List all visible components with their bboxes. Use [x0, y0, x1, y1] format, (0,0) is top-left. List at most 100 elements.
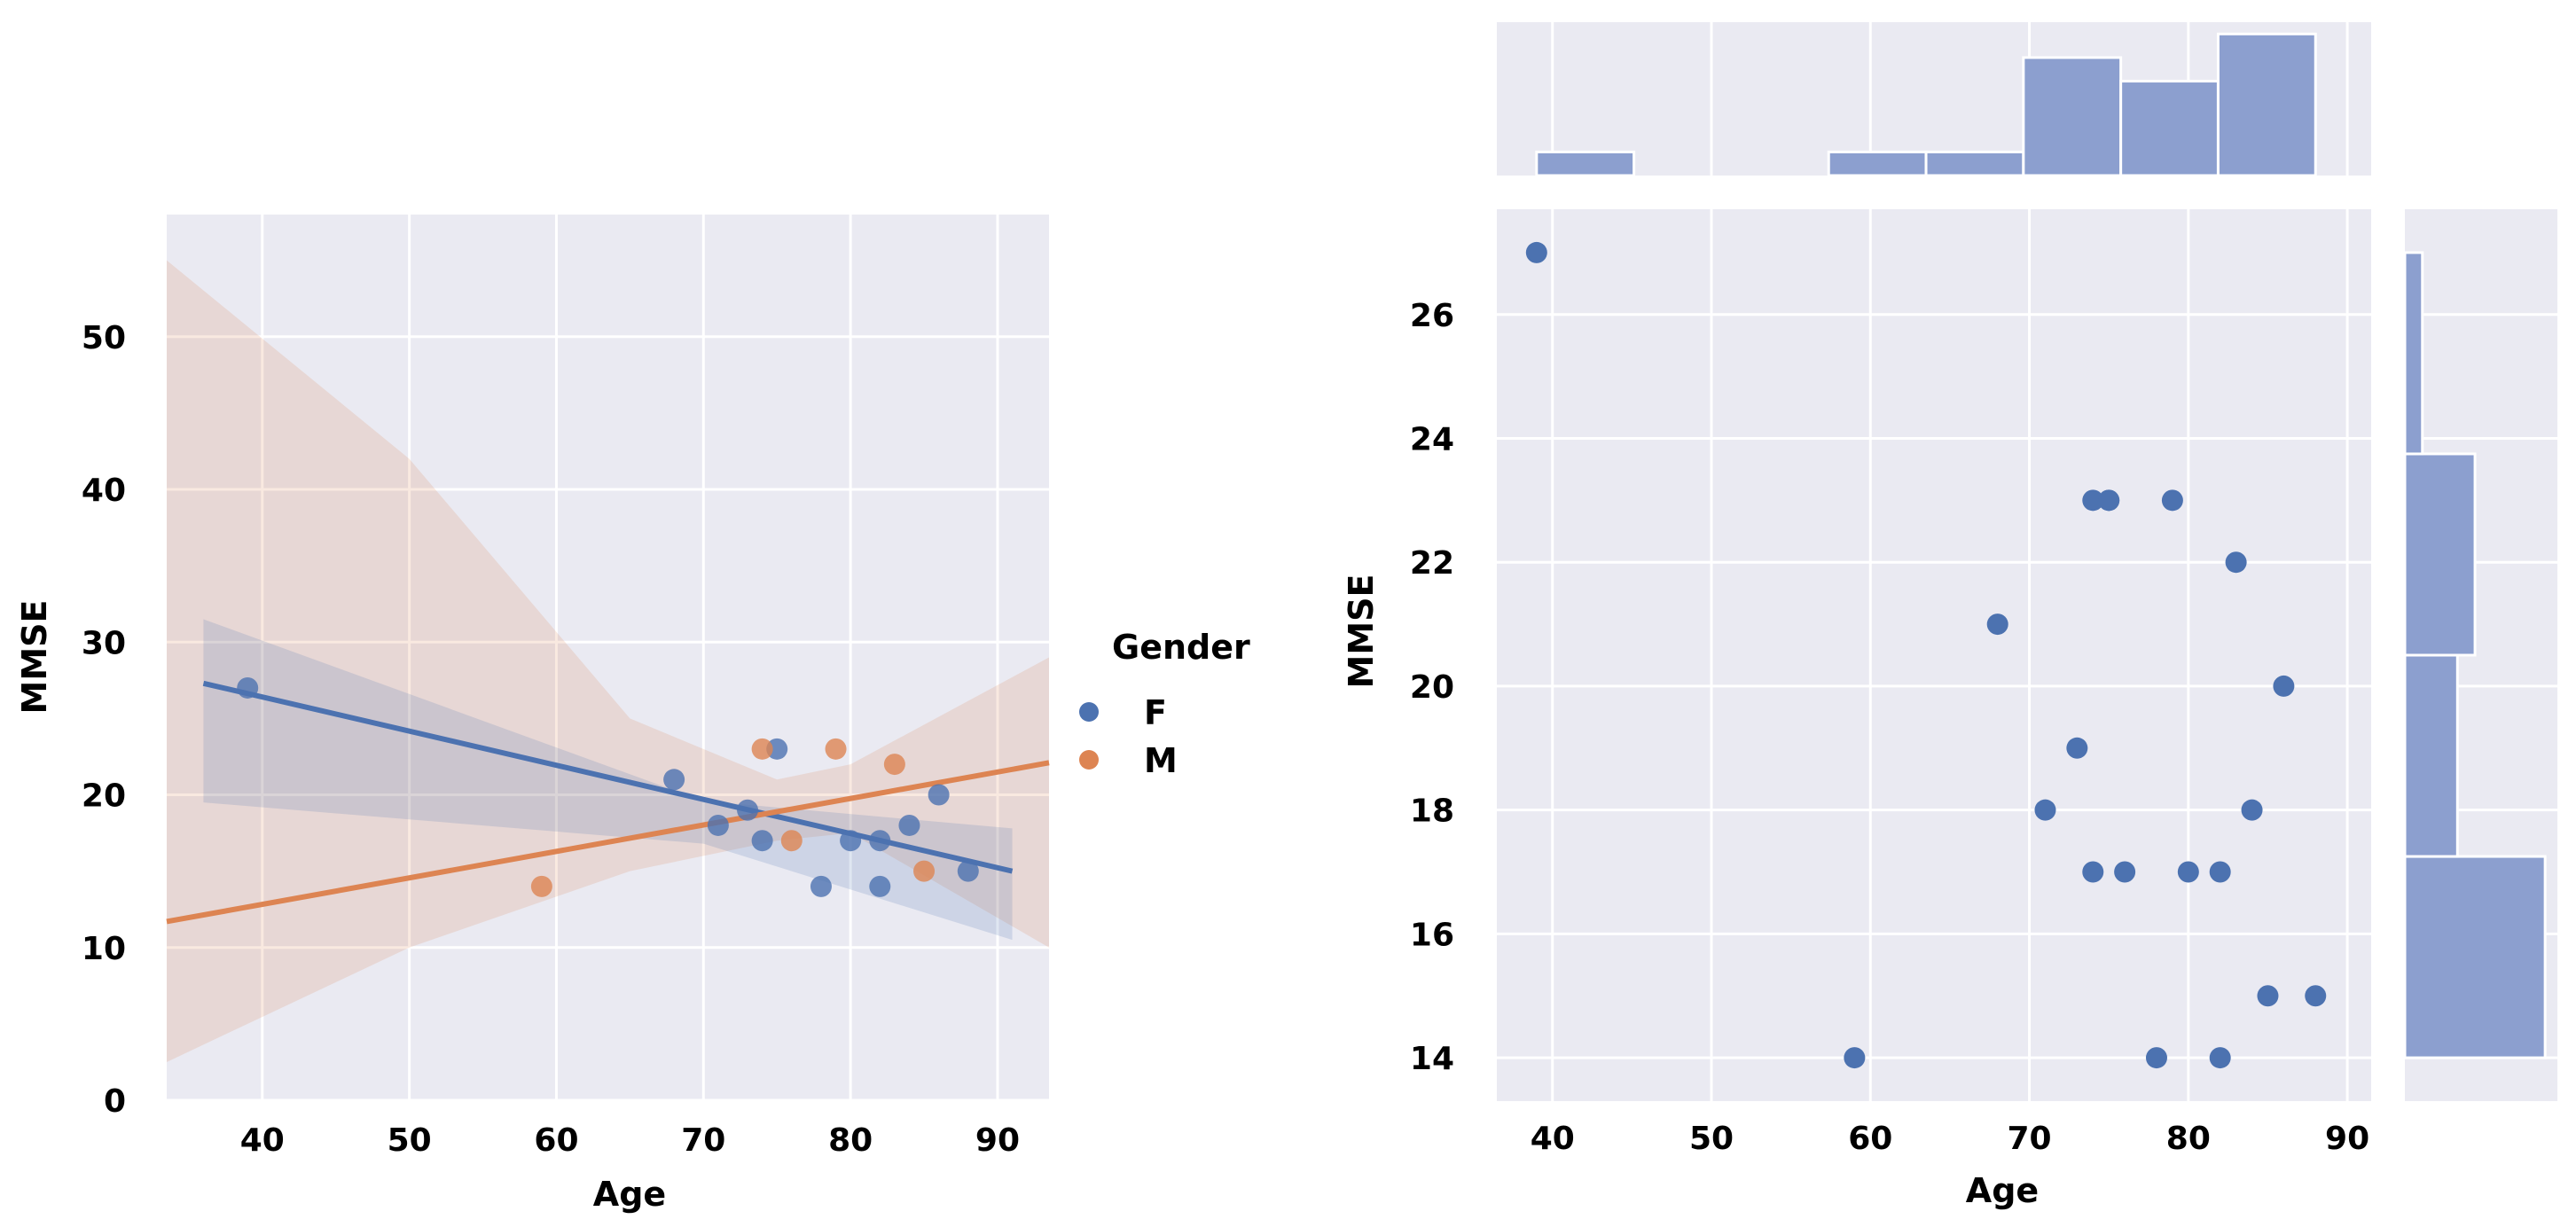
joint-point: [2273, 675, 2295, 697]
y-hist-bar: [2403, 855, 2547, 1059]
y-tick-label-0: 0: [104, 1083, 126, 1120]
joint-point: [2209, 861, 2231, 883]
point-m: [530, 875, 552, 897]
joint-y-axis-label: MMSE: [1342, 574, 1381, 689]
joint-point: [2145, 1047, 2167, 1069]
legend-label-f: F: [1144, 693, 1167, 732]
regression-plot-grid: [167, 215, 1049, 1102]
joint-x-tick-label-60: 60: [1848, 1121, 1892, 1157]
x-tick-label-40: 40: [240, 1122, 285, 1159]
point-m: [751, 738, 773, 760]
x-tick-label-80: 80: [828, 1122, 873, 1159]
joint-point: [2114, 861, 2136, 883]
joint-y-tick-label-14: 14: [1410, 1041, 1454, 1077]
regression-plot: 40 50 60 70 80 90 0 10 20 30 40 50 Age MMSE Gender…: [15, 215, 1250, 1214]
x-hist-bar: [2119, 80, 2220, 177]
regression-points: [237, 676, 979, 897]
x-tick-label-90: 90: [975, 1122, 1020, 1159]
x-tick-label-60: 60: [534, 1122, 578, 1159]
joint-point: [2257, 985, 2279, 1007]
joint-y-tick-label-20: 20: [1410, 669, 1454, 706]
regression-y-ticks: 0 10 20 30 40 50: [82, 320, 126, 1120]
legend-title: Gender: [1112, 628, 1250, 667]
point-m: [883, 754, 905, 776]
y-tick-label-50: 50: [82, 320, 126, 356]
regression-x-ticks: 40 50 60 70 80 90: [240, 1122, 1020, 1159]
point-f: [810, 875, 832, 897]
y-tick-label-20: 20: [82, 778, 126, 815]
joint-y-histogram: [2403, 251, 2547, 1059]
joint-y-tick-label-16: 16: [1410, 917, 1454, 953]
x-tick-label-50: 50: [388, 1122, 432, 1159]
joint-point: [2209, 1047, 2231, 1069]
joint-x-tick-label-80: 80: [2166, 1121, 2211, 1157]
joint-x-tick-label-70: 70: [2008, 1121, 2052, 1157]
joint-x-axis-label: Age: [1966, 1171, 2039, 1210]
point-f: [869, 830, 891, 852]
point-f: [898, 814, 920, 836]
x-tick-label-70: 70: [681, 1122, 725, 1159]
joint-point: [1844, 1047, 1866, 1069]
joint-x-tick-label-90: 90: [2325, 1121, 2369, 1157]
legend-marker-m: [1079, 750, 1099, 770]
y-hist-bar: [2403, 452, 2477, 657]
joint-x-histogram: [1535, 32, 2317, 177]
point-f: [663, 769, 685, 791]
y-tick-label-10: 10: [82, 931, 126, 967]
joint-grid: [1497, 22, 2557, 1101]
joint-point: [2066, 737, 2088, 759]
point-f: [737, 799, 759, 821]
joint-point: [1986, 614, 2008, 636]
point-f: [237, 676, 259, 699]
regression-line-m: [166, 760, 1050, 925]
point-f: [957, 860, 979, 882]
joint-y-tick-label-26: 26: [1410, 298, 1454, 334]
x-hist-bar: [1535, 150, 1636, 177]
joint-point: [2305, 985, 2327, 1007]
joint-point: [2161, 489, 2183, 512]
y-tick-label-30: 30: [82, 625, 126, 661]
point-m: [825, 738, 847, 760]
regression-plot-background: [167, 215, 1049, 1100]
joint-x-ticks: 40 50 60 70 80 90: [1531, 1121, 2369, 1157]
y-hist-bar: [2403, 251, 2424, 456]
x-hist-bar: [2216, 32, 2317, 177]
legend-marker-f: [1079, 702, 1099, 722]
point-f: [869, 875, 891, 897]
y-hist-bar: [2403, 653, 2459, 858]
ci-band-m: [167, 260, 1049, 1062]
joint-point: [2082, 861, 2104, 883]
regression-y-axis-label: MMSE: [15, 600, 54, 715]
point-f: [751, 830, 773, 852]
joint-point: [2225, 551, 2247, 574]
point-f: [840, 830, 862, 852]
point-m: [780, 830, 803, 852]
joint-main-background: [1497, 209, 2371, 1101]
point-f: [766, 738, 788, 760]
joint-y-tick-label-18: 18: [1410, 793, 1454, 830]
joint-plot: 40 50 60 70 80 90 14 16 18 20 22 24 26 Age MMSE: [1342, 22, 2557, 1210]
x-hist-bar: [1924, 150, 2025, 177]
joint-y-tick-label-24: 24: [1410, 421, 1454, 457]
legend: Gender F M: [1079, 628, 1250, 780]
joint-point: [2034, 799, 2056, 821]
y-tick-label-40: 40: [82, 473, 126, 509]
joint-point: [2098, 489, 2120, 512]
joint-x-tick-label-50: 50: [1689, 1121, 1734, 1157]
point-m: [913, 860, 936, 882]
joint-points: [1525, 241, 2327, 1069]
point-f: [707, 814, 729, 836]
legend-label-m: M: [1144, 741, 1178, 780]
joint-x-tick-label-40: 40: [1531, 1121, 1575, 1157]
joint-point: [2082, 489, 2104, 512]
joint-y-ticks: 14 16 18 20 22 24 26: [1410, 298, 1454, 1077]
joint-point: [2177, 861, 2199, 883]
regression-x-axis-label: Age: [593, 1175, 666, 1214]
x-hist-bar: [1827, 150, 1928, 177]
joint-point: [1525, 241, 1547, 263]
joint-point: [2241, 799, 2263, 821]
x-hist-bar: [2022, 56, 2123, 177]
point-f: [928, 784, 950, 806]
joint-y-tick-label-22: 22: [1410, 545, 1454, 582]
